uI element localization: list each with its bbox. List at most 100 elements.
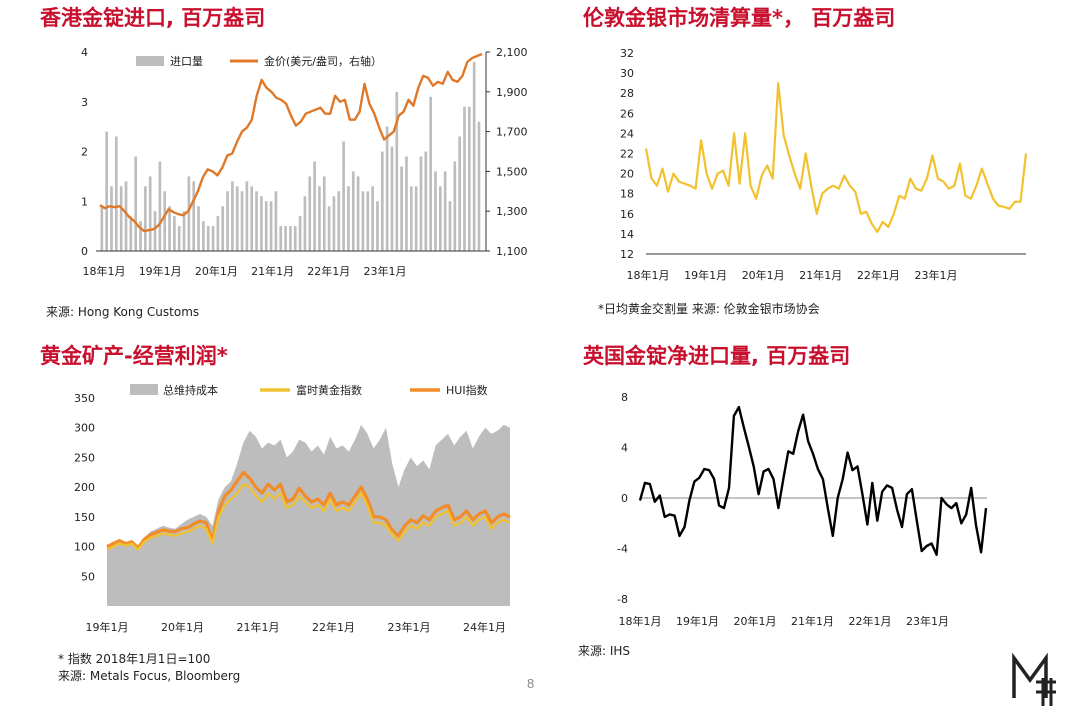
chart1-ytick-left: 3 <box>81 96 88 109</box>
chart1-bar <box>385 126 389 251</box>
chart4-ytick: 4 <box>621 442 628 455</box>
chart1-bar <box>409 186 413 251</box>
chart1-legend-line-label: 金价(美元/盎司，右轴） <box>264 54 382 68</box>
chart4-ytick: 8 <box>621 391 628 404</box>
chart1-bar <box>458 136 461 251</box>
chart1-bar <box>390 146 394 251</box>
chart1-bar <box>269 201 273 251</box>
chart1-bar <box>110 186 113 251</box>
chart1-ytick-right: 1,900 <box>496 86 528 99</box>
chart3-ytick: 200 <box>74 481 95 494</box>
chart1-bar <box>284 226 287 251</box>
chart1-bar <box>163 191 167 251</box>
chart1-bar <box>400 166 403 251</box>
chart1-xtick: 22年1月 <box>307 264 350 278</box>
chart3-ytick: 250 <box>74 451 95 464</box>
chart3-ytick: 150 <box>74 511 95 524</box>
chart1-bar <box>250 186 254 251</box>
chart3-legend-area-swatch <box>130 384 158 395</box>
chart1-bar <box>168 206 171 251</box>
chart1-bar <box>313 161 316 251</box>
chart3-xtick: 22年1月 <box>312 620 355 634</box>
chart3-xtick: 21年1月 <box>237 620 280 634</box>
chart1-ytick-right: 1,100 <box>496 245 528 258</box>
chart2-ytick: 12 <box>620 248 634 261</box>
chart3-xtick: 20年1月 <box>161 620 204 634</box>
chart1-bar <box>308 176 312 251</box>
chart1-bar <box>134 156 138 251</box>
chart1-bar <box>371 186 374 251</box>
chart1-bar <box>298 216 302 251</box>
chart3-legend-ftse-label: 富时黄金指数 <box>296 383 362 397</box>
chart1-bar <box>332 196 336 251</box>
chart1-bar <box>129 216 133 251</box>
chart1-bar <box>153 211 157 251</box>
chart2-title: 伦敦金银市场清算量*， 百万盎司 <box>583 6 896 30</box>
chart3-ftse-line <box>106 483 511 551</box>
chart1-bar <box>356 176 360 251</box>
chart3-legend-area-label: 总维持成本 <box>163 383 218 397</box>
chart2-xtick: 18年1月 <box>627 268 670 282</box>
chart4-ytick: -8 <box>617 593 628 606</box>
chart1-legend-bar-swatch <box>136 56 164 66</box>
chart1-bar <box>144 186 147 251</box>
chart1-bar <box>173 216 176 251</box>
chart1-bar <box>443 171 447 251</box>
chart3-source: 来源: Metals Focus, Bloomberg <box>58 669 241 683</box>
chart1-bar <box>366 191 370 251</box>
chart1-bar <box>158 161 162 251</box>
chart1-ytick-right: 2,100 <box>496 46 528 59</box>
chart2-xtick: 20年1月 <box>742 268 785 282</box>
chart3-ytick: 100 <box>74 541 95 554</box>
chart1-ytick-right: 1,300 <box>496 205 528 218</box>
chart1-bar <box>139 221 142 251</box>
chart1-bar <box>351 171 355 251</box>
chart1-bar <box>318 186 321 251</box>
chart2-ytick: 32 <box>620 47 634 60</box>
chart1-bar <box>202 221 205 251</box>
chart1-bar <box>448 201 452 251</box>
chart1-gold-price-line <box>99 52 483 233</box>
chart2-xtick: 23年1月 <box>915 268 958 282</box>
chart1-bar <box>347 186 350 251</box>
chart1-bar <box>211 226 215 251</box>
chart1-bar <box>424 151 428 251</box>
chart2-source: *日均黄金交割量 来源: 伦敦金银市场协会 <box>598 302 820 316</box>
chart1-bar <box>380 151 384 251</box>
chart1-bar <box>289 226 292 251</box>
chart1-bar <box>100 206 104 251</box>
chart2-ytick: 26 <box>620 107 634 120</box>
chart1-bar <box>255 191 258 251</box>
chart4-ytick: -4 <box>617 543 628 556</box>
chart1-bar <box>187 176 191 251</box>
chart1-bar <box>124 181 128 251</box>
chart1-bar <box>327 206 331 251</box>
chart1-bar <box>293 226 297 251</box>
chart2-xtick: 22年1月 <box>857 268 900 282</box>
chart1-bar <box>148 176 152 251</box>
chart1-ytick-right: 1,700 <box>496 126 528 139</box>
chart4-xtick: 20年1月 <box>734 614 777 628</box>
chart1-bar <box>395 91 399 251</box>
chart3-source-note: * 指数 2018年1月1日=100 <box>58 652 211 666</box>
chart1-xtick: 23年1月 <box>364 264 407 278</box>
chart2-ytick: 22 <box>620 148 634 161</box>
chart1-bar <box>221 206 225 251</box>
chart3-ytick: 300 <box>74 422 95 435</box>
chart4-xtick: 18年1月 <box>619 614 662 628</box>
chart1-legend-bar-label: 进口量 <box>170 55 203 68</box>
chart3-legend-hui-label: HUI指数 <box>446 383 488 397</box>
chart1-title: 香港金锭进口, 百万盎司 <box>40 6 266 30</box>
chart1-bar <box>463 106 466 251</box>
chart3-xtick: 19年1月 <box>86 620 129 634</box>
brand-logo <box>1012 652 1056 706</box>
chart1-xtick: 21年1月 <box>251 264 294 278</box>
chart1-bar <box>434 171 437 251</box>
chart2-ytick: 30 <box>620 67 634 80</box>
chart1-bar <box>115 136 118 251</box>
chart2-ytick: 28 <box>620 87 634 100</box>
chart2-ytick: 18 <box>620 188 634 201</box>
chart1-bar <box>376 201 379 251</box>
chart1-bar <box>303 196 307 251</box>
